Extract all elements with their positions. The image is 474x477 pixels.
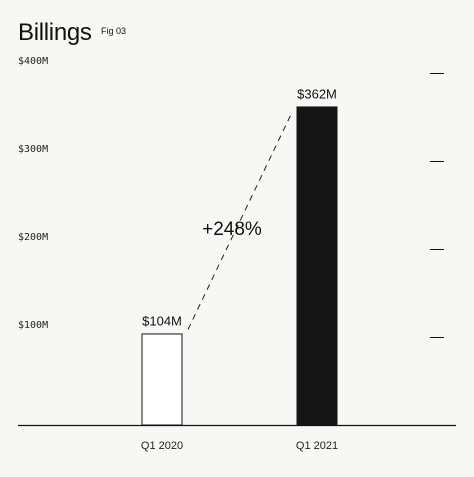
bar-value-label: $104M	[142, 313, 182, 328]
y-tick-label: $400M	[18, 56, 48, 67]
bar-q1-2021	[296, 106, 338, 426]
x-category-label: Q1 2020	[141, 440, 183, 452]
chart-title: Billings	[18, 19, 92, 46]
bar-q1-2020	[141, 333, 183, 426]
x-category-label: Q1 2021	[296, 440, 338, 452]
figure-label: Fig 03	[101, 26, 127, 36]
growth-connector-line	[187, 114, 292, 330]
bar-value-label: $362M	[297, 86, 337, 101]
y-tick-label: $300M	[18, 144, 48, 155]
y-tick-label: $100M	[18, 320, 48, 331]
growth-annotation: +248%	[202, 219, 262, 240]
y-tick-label: $200M	[18, 232, 48, 243]
